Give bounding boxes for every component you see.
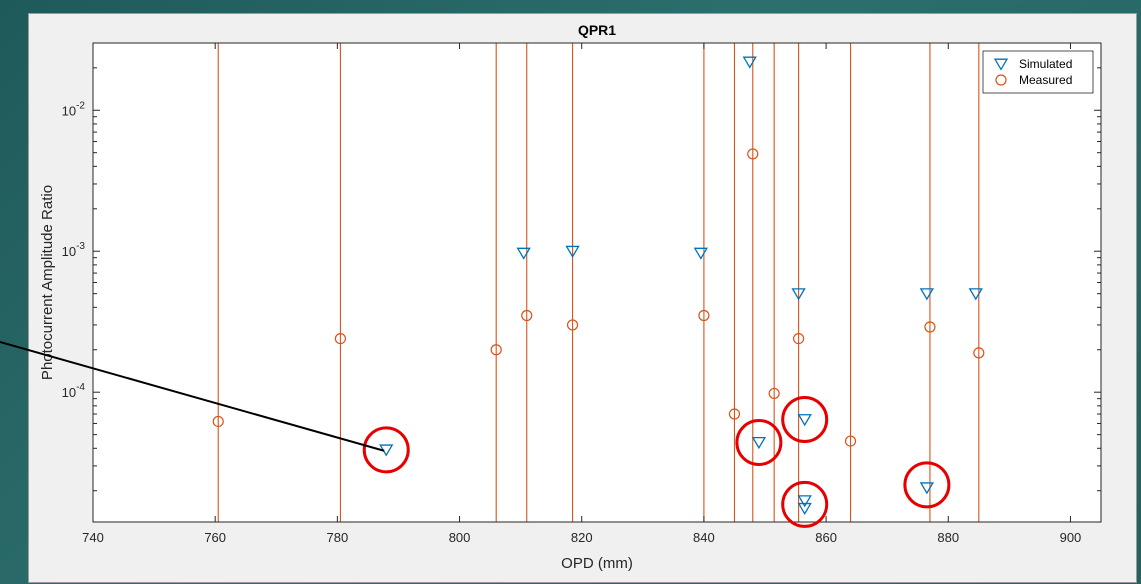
simulated-point — [797, 414, 812, 427]
x-tick-label: 740 — [82, 530, 104, 545]
legend-box — [982, 50, 1094, 94]
measured-point — [698, 309, 710, 322]
measured-point — [334, 332, 347, 345]
plot-area — [93, 43, 1101, 522]
legend-marker-measured — [995, 74, 1007, 86]
legend-marker-simulated — [993, 58, 1009, 71]
x-axis-label: OPD (mm) — [561, 555, 633, 572]
simulated-point — [751, 437, 767, 450]
x-tick-label: 820 — [571, 530, 593, 545]
legend-label: Simulated — [1019, 57, 1072, 71]
highlight-circle — [781, 396, 829, 444]
simulated-point — [919, 482, 935, 495]
highlight-circle — [735, 418, 783, 466]
x-tick-label: 880 — [937, 530, 959, 545]
highlight-circle — [903, 461, 951, 509]
measured-point — [490, 344, 502, 356]
y-tick-label: 10-2 — [62, 100, 86, 118]
simulated-point — [516, 247, 531, 260]
measured-point — [844, 435, 857, 447]
measured-point — [566, 319, 579, 331]
measured-point — [768, 387, 780, 400]
measured-point — [212, 415, 224, 428]
x-tick-label: 780 — [327, 530, 349, 545]
legend-label: Measured — [1019, 73, 1072, 87]
x-tick-label: 760 — [204, 530, 226, 545]
simulated-point — [742, 56, 757, 69]
simulated-point — [797, 495, 812, 508]
simulated-point — [968, 288, 983, 301]
y-axis-label: Photocurrent Amplitude Ratio — [39, 185, 56, 380]
measured-point — [747, 148, 759, 160]
simulated-point — [919, 288, 935, 301]
measured-point — [521, 309, 533, 322]
simulated-point — [693, 247, 708, 260]
x-tick-label: 860 — [815, 530, 837, 545]
simulated-point — [565, 245, 580, 258]
y-tick-label: 10-4 — [62, 382, 86, 400]
measured-point — [728, 408, 741, 420]
measured-point — [973, 347, 985, 359]
chart-title: QPR1 — [578, 22, 616, 38]
x-tick-label: 800 — [449, 530, 471, 545]
measured-point — [792, 332, 805, 345]
x-tick-label: 900 — [1060, 530, 1082, 545]
y-tick-label: 10-3 — [62, 241, 86, 259]
highlight-circle — [781, 480, 829, 528]
simulated-point — [797, 502, 812, 516]
x-tick-label: 840 — [693, 530, 715, 545]
pointer-line — [0, 341, 385, 452]
highlight-circle — [362, 426, 410, 474]
measured-point — [924, 321, 936, 333]
simulated-point — [791, 288, 806, 301]
